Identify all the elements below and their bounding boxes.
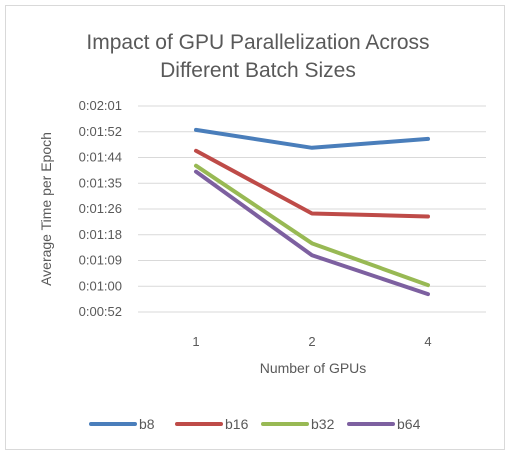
chart-title-line-2: Different Batch Sizes [160, 59, 356, 82]
series-line-b8 [194, 127, 430, 150]
legend-label-b32: b32 [311, 416, 335, 432]
legend-label-b16: b16 [225, 416, 249, 432]
y-axis-title: Average Time per Epoch [38, 132, 54, 286]
line-chart: Impact of GPU Parallelization Across Dif… [38, 31, 486, 432]
y-tick-label: 0:01:35 [79, 175, 122, 190]
series-line-b32 [194, 163, 430, 288]
y-tick-label: 0:01:44 [79, 150, 122, 165]
y-tick-label: 0:01:18 [79, 227, 122, 242]
series-line-b16 [194, 148, 430, 219]
gridlines [138, 105, 486, 313]
x-tick-label: 2 [308, 334, 315, 349]
y-tick-label: 0:01:52 [79, 124, 122, 139]
x-axis-title: Number of GPUs [260, 360, 367, 376]
y-tick-label: 0:01:09 [79, 253, 122, 268]
y-tick-label: 0:01:00 [79, 278, 122, 293]
y-tick-label: 0:00:52 [79, 304, 122, 319]
legend-label-b64: b64 [397, 416, 421, 432]
chart-frame: Impact of GPU Parallelization Across Dif… [5, 5, 505, 450]
legend: b8 b16 b32 b64 [89, 416, 421, 432]
chart-title-line-1: Impact of GPU Parallelization Across [86, 31, 429, 54]
x-axis-ticks: 1 2 4 [192, 334, 431, 349]
series-line-b64 [194, 169, 430, 297]
y-tick-label: 0:01:26 [79, 201, 122, 216]
x-tick-label: 4 [424, 334, 431, 349]
y-axis-ticks: 0:00:52 0:01:00 0:01:09 0:01:18 0:01:26 0:01:… [79, 98, 122, 319]
y-tick-label: 0:02:01 [79, 98, 122, 113]
x-tick-label: 1 [192, 334, 199, 349]
series-lines [194, 127, 430, 297]
legend-label-b8: b8 [139, 416, 155, 432]
